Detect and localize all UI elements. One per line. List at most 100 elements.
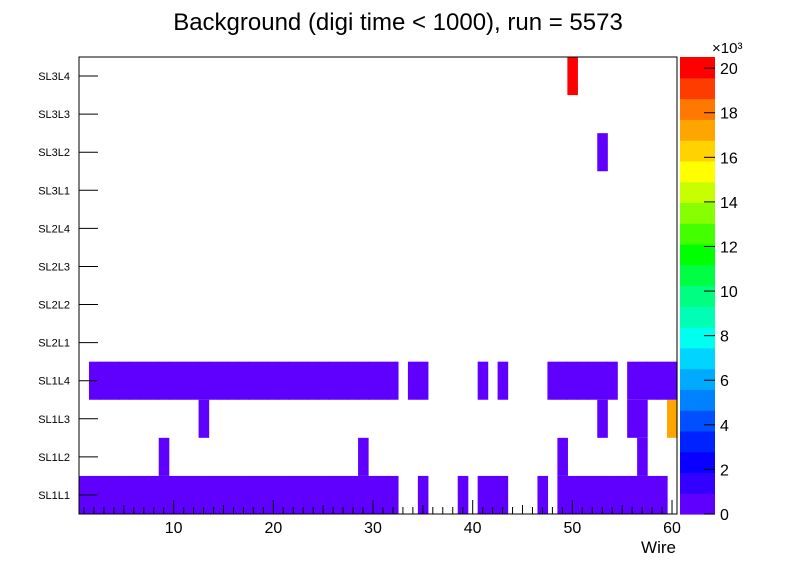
heatmap-cell [378,361,389,400]
palette-swatch [680,181,715,204]
heatmap-cell [128,475,140,514]
heatmap-cell [637,475,648,514]
heatmap-cell [497,361,509,400]
heatmap-cell [667,399,678,438]
x-axis: 10 20 30 40 50 60 [83,500,681,537]
x-tick-label: 30 [364,520,382,537]
heatmap-cell [118,475,130,514]
heatmap-cell [188,475,200,514]
y-tick-label: SL3L1 [38,185,70,197]
heatmap-cell [557,475,568,514]
palette-tick-label: 20 [720,61,738,78]
palette-swatch [680,57,715,79]
heatmap-cell [218,361,230,400]
palette-tick-label: 16 [720,150,738,167]
heatmap-cell [457,475,469,514]
palette-swatch [680,327,715,349]
heatmap-cell [158,361,170,400]
heatmap-cell [148,361,160,400]
heatmap-cell [348,361,359,400]
palette-swatch [680,285,715,307]
heatmap-cell [607,475,618,514]
heatmap-cell [657,475,668,514]
palette-swatch [680,347,715,370]
heatmap-cell [637,361,648,400]
y-tick-label: SL3L4 [38,71,70,83]
heatmap-cell [288,475,299,514]
palette-tick-label: 0 [720,507,729,524]
heatmap-cell [248,475,259,514]
heatmap-cell [128,361,140,400]
heatmap-cell [148,475,160,514]
heatmap-cell [587,475,598,514]
heatmap-cell [338,361,349,400]
palette-swatch [680,98,715,120]
heatmap-cell [577,475,588,514]
heatmap-cell [238,475,250,514]
palette-tick-label: 4 [720,418,729,435]
heatmap-cell [567,361,578,400]
heatmap-cell [368,475,379,514]
heatmap-cell [358,437,369,476]
heatmap-cell [637,437,648,476]
palette-swatch [680,306,715,328]
heatmap-cell [108,475,120,514]
heatmap-cell [567,475,578,514]
heatmap-cell [228,361,240,400]
heatmap-cell [417,361,429,400]
x-tick-label: 10 [165,520,183,537]
palette-swatch [680,389,715,411]
heatmap-cell [228,475,240,514]
palette-swatch [680,140,715,162]
y-tick-label: SL2L4 [38,223,70,235]
y-tick-label: SL1L2 [38,452,70,464]
heatmap-cell [198,361,210,400]
heatmap-cell [378,475,389,514]
heatmap-cell [98,475,110,514]
palette-swatch [680,472,715,494]
heatmap-cell [557,361,568,400]
heatmap-cell [567,57,578,96]
heatmap-cell [627,399,638,438]
heatmap-cell [358,475,369,514]
heatmap-cell [597,361,608,400]
heatmap-cell [258,361,269,400]
heatmap-cell [487,475,499,514]
palette-swatch [680,410,715,432]
heatmap-cell [208,361,220,400]
y-tick-label: SL1L1 [38,490,70,502]
heatmap-cell [218,475,230,514]
heatmap-cell [597,133,608,172]
heatmap-cell [477,361,489,400]
y-tick-label: SL3L3 [38,109,70,121]
heatmap-cell [627,361,638,400]
heatmap-cell [328,475,339,514]
heatmap-cell [387,361,399,400]
palette-swatch [680,451,715,474]
y-tick-label: SL2L1 [38,338,70,350]
heatmap-cell [587,361,598,400]
heatmap-cell [268,361,279,400]
heatmap-cell [547,361,558,400]
heatmap-cell [557,437,568,476]
palette-swatch [680,160,715,183]
heatmap-cell [577,361,588,400]
color-palette: 0 2 4 6 8 10 12 14 16 18 20 [680,57,738,524]
heatmap-cell [477,475,489,514]
palette-tick-label: 8 [720,329,729,346]
heatmap-cell [168,475,180,514]
heatmap-cell [308,475,319,514]
heatmap-cell [178,361,190,400]
palette-tick-label: 10 [720,284,738,301]
heatmap-cell [188,361,200,400]
heatmap-cell [407,361,419,400]
palette-swatch [680,430,715,453]
heatmap-cell [108,361,120,400]
heatmap-cell [238,361,250,400]
heatmap-cell [158,437,170,476]
heatmap-cell [387,475,399,514]
palette-swatch [680,243,715,266]
palette-tick-label: 14 [720,195,738,212]
heatmap-cell [278,361,289,400]
